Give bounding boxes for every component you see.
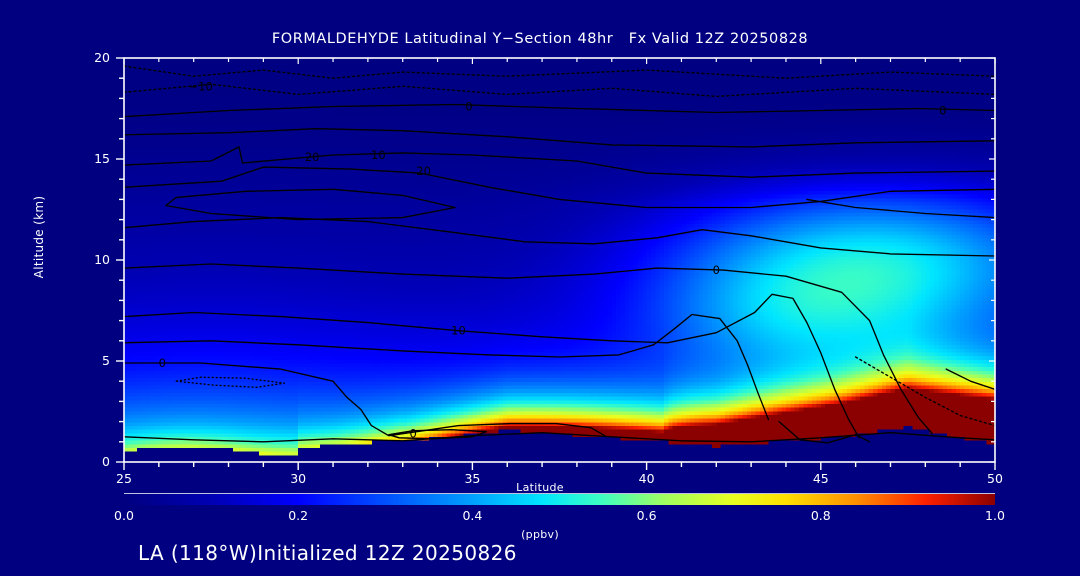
contour-label: 0: [939, 104, 946, 118]
colorbar: [124, 494, 995, 505]
concentration-field: [124, 58, 995, 462]
chart-title: FORMALDEHYDE Latitudinal Y−Section 48hr …: [0, 31, 1080, 47]
colorbar-unit-label: (ppbv): [0, 528, 1080, 541]
footer-label: LA (118°W)Initialized 12Z 20250826: [138, 541, 517, 565]
x-tick-label: 25: [94, 471, 154, 486]
contour-label: 20: [305, 150, 320, 164]
x-tick-label: 40: [617, 471, 677, 486]
y-axis-label: Altitude (km): [32, 177, 46, 297]
x-tick-label: 50: [965, 471, 1025, 486]
contour-label: 0: [465, 99, 472, 113]
colorbar-tick-label: 0.4: [442, 508, 502, 523]
x-tick-label: 35: [442, 471, 502, 486]
contour-label: 20: [416, 164, 431, 178]
contour-label: 10: [371, 148, 386, 162]
colorbar-tick-label: 1.0: [965, 508, 1025, 523]
y-tick-label: 10: [70, 252, 110, 267]
y-tick-label: 15: [70, 151, 110, 166]
contour-lines: [124, 65, 995, 444]
contour-label: 0: [410, 427, 417, 441]
y-tick-label: 5: [70, 353, 110, 368]
x-tick-label: 45: [791, 471, 851, 486]
colorbar-tick-label: 0.0: [94, 508, 154, 523]
contour-labels: −10 0 0 20 20 10 10 0 0 0: [159, 79, 947, 440]
contour-label: −10: [189, 79, 213, 93]
colorbar-tick-label: 0.2: [268, 508, 328, 523]
y-tick-label: 0: [70, 454, 110, 469]
y-tick-label: 20: [70, 50, 110, 65]
colorbar-tick-label: 0.6: [617, 508, 677, 523]
contour-label: 10: [451, 324, 466, 338]
contour-label: 0: [159, 356, 166, 370]
colorbar-tick-label: 0.8: [791, 508, 851, 523]
x-axis-label: Latitude: [0, 481, 1080, 494]
x-tick-label: 30: [268, 471, 328, 486]
contour-label: 0: [713, 263, 720, 277]
